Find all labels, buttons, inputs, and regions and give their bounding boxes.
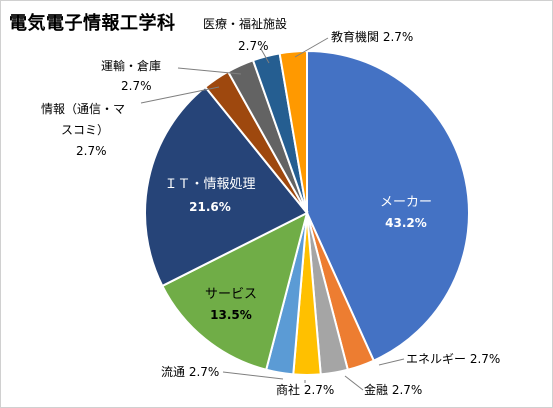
slice-11-label: 教育機関 2.7% bbox=[331, 29, 413, 44]
slice-10-value-label: 2.7% bbox=[238, 39, 269, 53]
leader-line-5 bbox=[222, 371, 284, 380]
slice-3-label: 金融 2.7% bbox=[364, 382, 422, 397]
slice-8-value-label: 2.7% bbox=[76, 144, 107, 158]
slice-7-label: ＩＴ・情報処理 bbox=[164, 177, 255, 192]
leader-line-9 bbox=[177, 67, 242, 75]
slice-10-label: 医療・福祉施設 bbox=[203, 16, 287, 31]
slice-5-label: 流通 2.7% bbox=[161, 365, 219, 379]
slice-2-label: エネルギー 2.7% bbox=[406, 352, 500, 366]
slice-8-label: 情報（通信・マ bbox=[41, 102, 125, 116]
slice-4-label: 商社 2.7% bbox=[276, 382, 334, 397]
leader-line-2 bbox=[378, 358, 405, 366]
slice-6-label: サービス bbox=[205, 287, 257, 302]
pie-slice-11 bbox=[278, 49, 308, 214]
slice-1-label: メーカー bbox=[380, 195, 432, 210]
pie-slice-7 bbox=[144, 85, 309, 288]
leader-line-11 bbox=[294, 37, 329, 58]
slice-9-value-label: 2.7% bbox=[121, 79, 152, 93]
slice-1-value-label: 43.2% bbox=[385, 216, 427, 230]
pie-slice-1 bbox=[306, 49, 470, 362]
leader-line-10 bbox=[260, 48, 270, 64]
slice-8-label-cont: スコミ） bbox=[61, 123, 109, 137]
leader-line-3 bbox=[344, 375, 364, 391]
pie-slice-6 bbox=[161, 211, 309, 371]
chart-title: 電気電子情報工学科 bbox=[9, 13, 176, 34]
slice-6-value-label: 13.5% bbox=[210, 308, 252, 322]
slice-7-value-label: 21.6% bbox=[189, 200, 231, 214]
leader-line-8 bbox=[140, 86, 220, 104]
slice-9-label: 運輸・倉庫 bbox=[101, 58, 161, 73]
